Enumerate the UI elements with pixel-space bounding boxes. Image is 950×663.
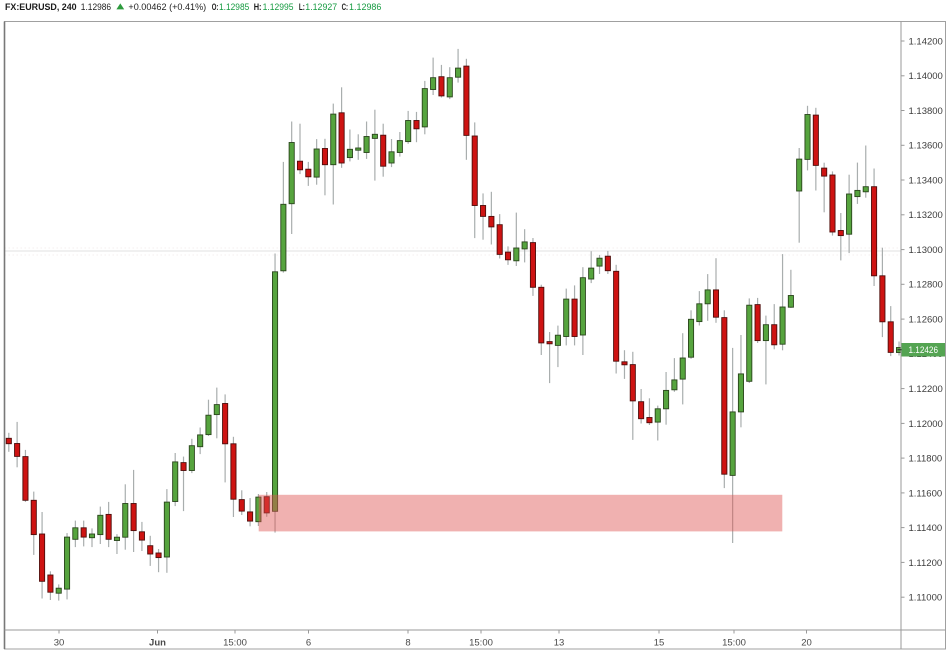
svg-text:1.14200: 1.14200 bbox=[909, 36, 943, 47]
svg-text:H:: H: bbox=[254, 2, 262, 12]
svg-text:1.12927: 1.12927 bbox=[305, 2, 337, 12]
svg-text:C:: C: bbox=[342, 2, 349, 12]
svg-text:1.11000: 1.11000 bbox=[909, 593, 943, 604]
svg-text:O:: O: bbox=[212, 2, 219, 12]
svg-text:15:00: 15:00 bbox=[722, 638, 746, 649]
svg-text:1.11600: 1.11600 bbox=[909, 488, 943, 499]
svg-text:6: 6 bbox=[306, 638, 311, 649]
svg-text:1.12426: 1.12426 bbox=[909, 345, 939, 355]
svg-text:1.12995: 1.12995 bbox=[263, 2, 294, 12]
svg-text:30: 30 bbox=[54, 638, 65, 649]
svg-text:1.13000: 1.13000 bbox=[909, 245, 943, 256]
svg-text:1.13200: 1.13200 bbox=[909, 210, 943, 221]
svg-text:15:00: 15:00 bbox=[469, 638, 493, 649]
svg-text:1.12600: 1.12600 bbox=[909, 315, 943, 326]
svg-text:1.13800: 1.13800 bbox=[909, 106, 943, 117]
svg-text:Jun: Jun bbox=[149, 638, 166, 649]
svg-text:1.12800: 1.12800 bbox=[909, 280, 943, 291]
svg-text:1.11400: 1.11400 bbox=[909, 523, 943, 534]
svg-text:1.12986: 1.12986 bbox=[349, 2, 381, 12]
svg-text:1.12985: 1.12985 bbox=[219, 2, 249, 12]
svg-text:15: 15 bbox=[654, 638, 665, 649]
svg-text:1.12000: 1.12000 bbox=[909, 419, 943, 430]
svg-text:1.13600: 1.13600 bbox=[909, 141, 943, 152]
svg-text:+0.00462 (+0.41%): +0.00462 (+0.41%) bbox=[128, 2, 206, 12]
svg-text:1.13400: 1.13400 bbox=[909, 175, 943, 186]
svg-text:15:00: 15:00 bbox=[223, 638, 247, 649]
svg-text:L:: L: bbox=[299, 2, 305, 12]
svg-text:1.14000: 1.14000 bbox=[909, 71, 943, 82]
svg-text:1.11200: 1.11200 bbox=[909, 558, 943, 569]
svg-text:FX:EURUSD, 240: FX:EURUSD, 240 bbox=[5, 2, 77, 12]
svg-text:1.12200: 1.12200 bbox=[909, 384, 943, 395]
svg-text:20: 20 bbox=[801, 638, 812, 649]
svg-text:8: 8 bbox=[405, 638, 410, 649]
svg-text:1.12986: 1.12986 bbox=[81, 2, 111, 12]
svg-text:13: 13 bbox=[554, 638, 565, 649]
svg-text:1.11800: 1.11800 bbox=[909, 454, 943, 465]
